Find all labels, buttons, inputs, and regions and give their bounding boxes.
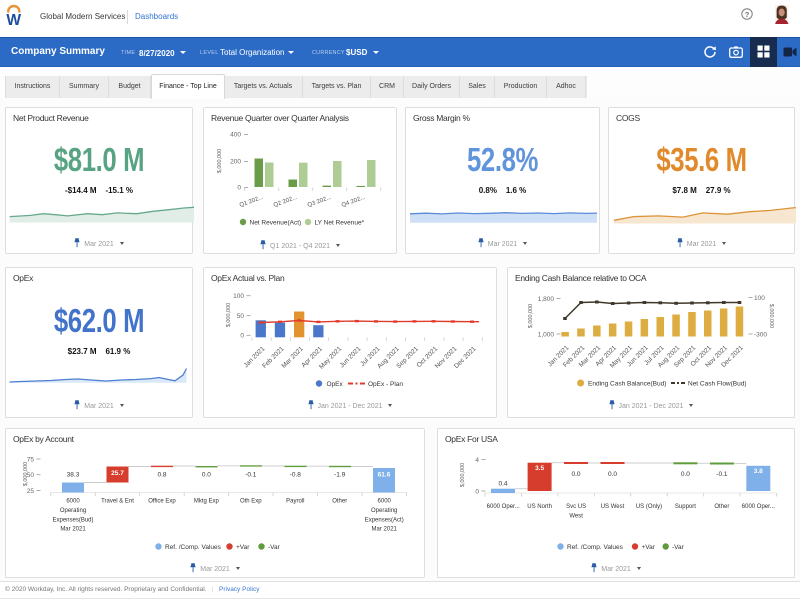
svg-text:Svc US: Svc US xyxy=(566,504,586,510)
svg-text:0.0: 0.0 xyxy=(608,471,617,478)
svg-text:Ref. /Comp. Values: Ref. /Comp. Values xyxy=(165,544,222,551)
svg-text:-Var: -Var xyxy=(672,544,685,551)
svg-text:Net Revenue(Act): Net Revenue(Act) xyxy=(250,220,302,227)
svg-text:50: 50 xyxy=(27,472,35,479)
svg-text:Operating: Operating xyxy=(60,508,86,514)
svg-text:$,000,000: $,000,000 xyxy=(768,304,774,328)
svg-text:Net Cash Flow(Bud): Net Cash Flow(Bud) xyxy=(688,381,747,388)
svg-text:1,000: 1,000 xyxy=(538,332,555,339)
svg-text:Payroll: Payroll xyxy=(286,499,304,505)
svg-text:Ref. /Comp. Values: Ref. /Comp. Values xyxy=(567,544,624,551)
svg-text:1,800: 1,800 xyxy=(538,296,555,303)
svg-text:Oth Exp: Oth Exp xyxy=(240,499,262,505)
svg-text:$,000,000: $,000,000 xyxy=(23,462,29,486)
svg-text:Operating: Operating xyxy=(371,508,397,514)
svg-text:US (Only): US (Only) xyxy=(636,504,662,510)
svg-text:6000 Oper...: 6000 Oper... xyxy=(487,504,520,510)
svg-text:Q4 202...: Q4 202... xyxy=(341,195,367,209)
svg-text:$,000,000: $,000,000 xyxy=(226,303,232,327)
svg-text:$,000,000: $,000,000 xyxy=(217,149,223,173)
svg-text:-Var: -Var xyxy=(268,544,281,551)
svg-text:0.0: 0.0 xyxy=(571,471,580,478)
svg-text:0: 0 xyxy=(240,333,244,340)
svg-text:-1.9: -1.9 xyxy=(334,472,346,479)
svg-text:?: ? xyxy=(745,9,750,18)
svg-text:-0.1: -0.1 xyxy=(245,472,257,479)
svg-text:W: W xyxy=(6,12,21,29)
svg-text:100: 100 xyxy=(233,293,244,300)
svg-text:3.5: 3.5 xyxy=(535,465,544,472)
svg-text:0.0: 0.0 xyxy=(681,471,690,478)
svg-text:West: West xyxy=(569,514,583,520)
svg-text:6000: 6000 xyxy=(378,499,392,505)
svg-text:Other: Other xyxy=(332,499,347,505)
svg-text:75: 75 xyxy=(27,456,35,463)
svg-text:0.0: 0.0 xyxy=(202,472,211,479)
svg-text:Q2 202...: Q2 202... xyxy=(273,195,299,209)
svg-text:25.7: 25.7 xyxy=(111,470,124,477)
svg-text:0.4: 0.4 xyxy=(498,481,507,488)
svg-text:OpEx: OpEx xyxy=(327,381,344,388)
svg-text:6000: 6000 xyxy=(66,499,80,505)
svg-text:OpEx - Plan: OpEx - Plan xyxy=(368,381,403,388)
svg-text:400: 400 xyxy=(230,132,241,139)
svg-text:Other: Other xyxy=(714,504,729,510)
svg-text:Ending Cash Balance(Bud): Ending Cash Balance(Bud) xyxy=(588,381,666,388)
svg-text:Expenses(Act): Expenses(Act) xyxy=(365,518,404,524)
svg-text:+Var: +Var xyxy=(236,544,250,551)
svg-text:Support: Support xyxy=(675,504,696,510)
svg-text:-0.8: -0.8 xyxy=(290,472,302,479)
svg-text:US West: US West xyxy=(601,504,625,510)
svg-text:Q3 202...: Q3 202... xyxy=(307,195,333,209)
svg-text:Mar 2021: Mar 2021 xyxy=(60,527,86,533)
svg-text:3.8: 3.8 xyxy=(754,468,763,475)
svg-text:Office Exp: Office Exp xyxy=(148,499,176,505)
svg-text:US North: US North xyxy=(527,504,552,510)
svg-text:Jun 2021: Jun 2021 xyxy=(339,345,363,369)
svg-text:+Var: +Var xyxy=(642,544,656,551)
svg-text:6000 Oper...: 6000 Oper... xyxy=(742,504,775,510)
svg-text:0: 0 xyxy=(475,488,479,495)
svg-text:0.8: 0.8 xyxy=(157,472,166,479)
svg-text:Travel & Ent: Travel & Ent xyxy=(101,499,134,505)
svg-text:61.6: 61.6 xyxy=(378,472,391,479)
svg-text:Q1 202...: Q1 202... xyxy=(239,195,265,209)
svg-text:200: 200 xyxy=(230,159,241,166)
svg-text:-300: -300 xyxy=(754,332,767,339)
svg-text:Mar 2021: Mar 2021 xyxy=(372,527,398,533)
svg-text:25: 25 xyxy=(27,488,35,495)
svg-text:50: 50 xyxy=(237,313,245,320)
svg-text:-0.1: -0.1 xyxy=(716,471,728,478)
svg-text:0: 0 xyxy=(237,185,241,192)
svg-text:$,000,000: $,000,000 xyxy=(460,463,466,487)
svg-text:LY Net Revenue*: LY Net Revenue* xyxy=(315,220,365,227)
svg-text:100: 100 xyxy=(754,295,765,302)
svg-text:Mktg Exp: Mktg Exp xyxy=(194,499,220,505)
svg-text:$,000,000: $,000,000 xyxy=(528,304,534,328)
svg-text:4: 4 xyxy=(475,457,479,464)
svg-text:38.3: 38.3 xyxy=(67,472,80,479)
svg-text:Expenses(Bud): Expenses(Bud) xyxy=(52,518,93,524)
